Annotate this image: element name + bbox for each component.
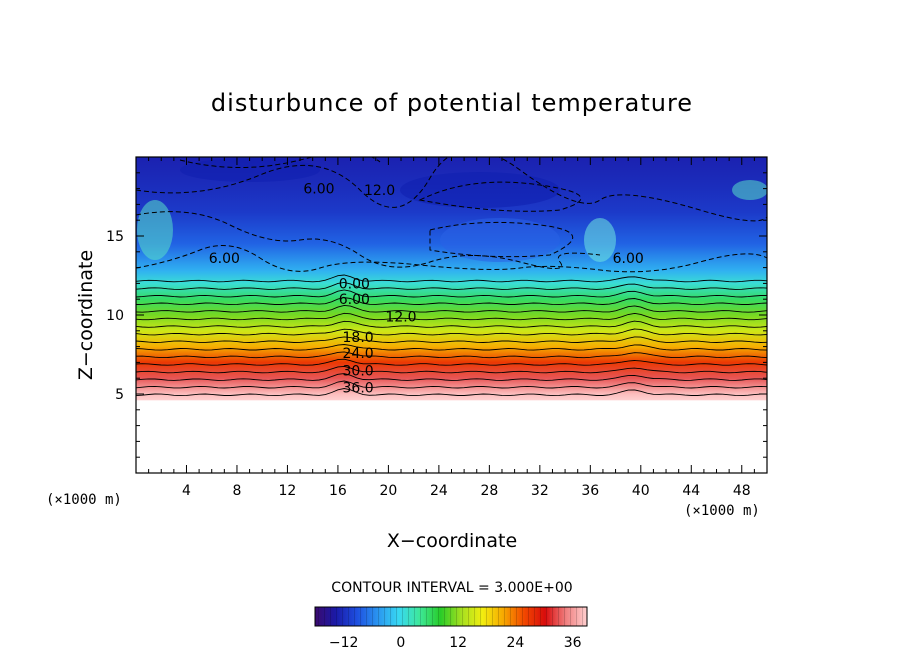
- y-tick-label: 10: [106, 308, 124, 324]
- plot-area: [136, 157, 767, 401]
- x-tick-label: 24: [430, 483, 448, 499]
- contour-line: [136, 289, 767, 298]
- x-tick-label: 8: [232, 483, 241, 499]
- x-tick-label: 32: [531, 483, 549, 499]
- contour-label: 6.00: [209, 251, 240, 267]
- contour-line: [136, 351, 767, 359]
- x-tick-label: 36: [581, 483, 599, 499]
- contour-line: [136, 304, 767, 313]
- x-unit-left: (×1000 m): [46, 492, 122, 508]
- contour-lines: [136, 157, 767, 397]
- contour-line-negative: [136, 245, 767, 273]
- contour-interval-text: CONTOUR INTERVAL = 3.000E+00: [331, 580, 572, 596]
- colorbar-tick-label: 0: [396, 635, 405, 651]
- y-axis-label: Z−coordinate: [75, 250, 97, 380]
- contour-line: [136, 373, 767, 381]
- colorbar-tick-label: 24: [507, 635, 525, 651]
- x-tick-label: 20: [379, 483, 397, 499]
- contour-label: 30.0: [343, 363, 374, 379]
- x-tick-label: 4: [182, 483, 191, 499]
- y-tick-label: 15: [106, 229, 124, 245]
- x-axis: 4 8 12 16 20 24 28 32 36 40 44 48: [148, 157, 755, 499]
- contour-line: [136, 388, 767, 397]
- contour-line: [136, 365, 767, 374]
- y-tick-label: 5: [115, 387, 124, 403]
- contour-label: 12.0: [385, 310, 416, 326]
- colorbar-tick-label: 12: [449, 635, 467, 651]
- x-axis-label: X−coordinate: [387, 530, 517, 552]
- colorbar-divisions: [315, 607, 587, 626]
- contour-line-negative: [136, 157, 767, 222]
- x-tick-label: 48: [733, 483, 751, 499]
- contour-line: [136, 336, 767, 343]
- x-tick-label: 28: [480, 483, 498, 499]
- contour-line: [136, 358, 767, 366]
- contour-line: [136, 320, 767, 328]
- chart-title: disturbunce of potential temperature: [211, 89, 693, 117]
- contour-line: [136, 281, 767, 290]
- upper-layer-features: [137, 158, 767, 262]
- colorbar-tick-label: 36: [564, 635, 582, 651]
- contour-label: 6.00: [303, 182, 334, 198]
- contour-line: [136, 344, 767, 351]
- y-axis: 5 10 15: [106, 172, 767, 458]
- colorbar-tick-label: −12: [329, 635, 359, 651]
- contour-label: 36.0: [343, 381, 374, 397]
- contour-line: [136, 274, 767, 283]
- x-unit-right: (×1000 m): [684, 503, 760, 519]
- contour-label: 0.00: [339, 276, 370, 292]
- contour-label: 24.0: [343, 346, 374, 362]
- contour-line: [136, 380, 767, 389]
- contour-label: 12.0: [364, 183, 395, 199]
- contour-line-negative: [418, 181, 582, 212]
- x-tick-label: 16: [329, 483, 347, 499]
- contour-line: [136, 312, 767, 321]
- contour-label: 6.00: [613, 251, 644, 267]
- x-tick-label: 44: [682, 483, 700, 499]
- contour-line: [136, 297, 767, 306]
- x-tick-label: 40: [632, 483, 650, 499]
- contour-label: 6.00: [339, 292, 370, 308]
- contour-line-negative: [429, 221, 573, 258]
- contour-labels: 6.00 12.06.00 6.000.006.0012.018.024.030.0…: [209, 182, 644, 397]
- colorbar-frame: [314, 606, 588, 627]
- contour-label: 18.0: [343, 330, 374, 346]
- contour-line: [136, 328, 767, 336]
- contour-line-negative: [136, 211, 601, 269]
- x-tick-label: 12: [279, 483, 297, 499]
- colorbar-ticks: −12 0 12 24 36: [329, 635, 582, 651]
